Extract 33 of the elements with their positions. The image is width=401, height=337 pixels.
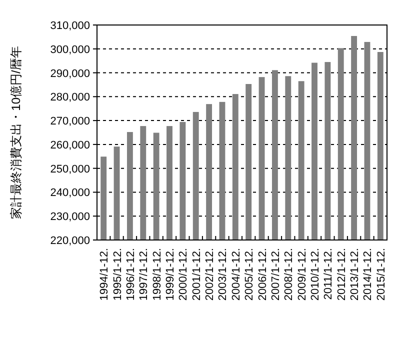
x-tick-label: 2004/1-12.	[230, 248, 242, 301]
y-tick-label: 230,000	[50, 211, 90, 224]
y-tick-label: 250,000	[50, 163, 90, 176]
y-axis-title: 家計最終消費支出・10億円/暦年	[9, 46, 23, 219]
x-tick-label: 1998/1-12.	[151, 248, 164, 301]
x-tick-label: 2009/1-12.	[296, 248, 308, 301]
y-tick-label: 270,000	[50, 116, 90, 128]
x-tick-label: 2001/1-12.	[190, 248, 203, 301]
x-tick-label: 1999/1-12.	[164, 248, 176, 301]
x-tick-label: 2007/1-12.	[270, 248, 282, 301]
x-tick-label: 1996/1-12.	[124, 248, 137, 301]
x-tick-label: 2000/1-12.	[178, 248, 190, 301]
y-tick-label: 280,000	[50, 92, 90, 104]
x-tick-label: 2008/1-12.	[283, 248, 296, 301]
y-tick-label: 260,000	[50, 139, 90, 152]
x-tick-label: 2006/1-12.	[256, 248, 269, 301]
x-tick-label: 2012/1-12.	[336, 248, 348, 301]
x-tick-label: 1995/1-12.	[112, 248, 124, 301]
x-tick-label: 2015/1-12.	[375, 248, 388, 301]
y-tick-label: 220,000	[50, 235, 90, 247]
x-tick-label: 2013/1-12.	[349, 248, 362, 301]
x-tick-label: 2003/1-12.	[217, 248, 230, 301]
x-tick-label: 2002/1-12.	[204, 248, 216, 301]
x-tick-label: 2005/1-12.	[244, 248, 256, 301]
y-tick-label: 240,000	[50, 187, 90, 200]
y-tick-label: 300,000	[50, 44, 90, 56]
x-tick-label: 2010/1-12.	[310, 248, 322, 301]
x-tick-label: 1997/1-12.	[138, 248, 150, 301]
x-tick-label: 2014/1-12.	[362, 248, 374, 301]
y-tick-label: 290,000	[50, 68, 90, 80]
y-tick-label: 310,000	[50, 20, 90, 32]
x-tick-label: 2011/1-12.	[322, 248, 335, 300]
x-tick-label: 1994/1-12.	[98, 248, 111, 301]
